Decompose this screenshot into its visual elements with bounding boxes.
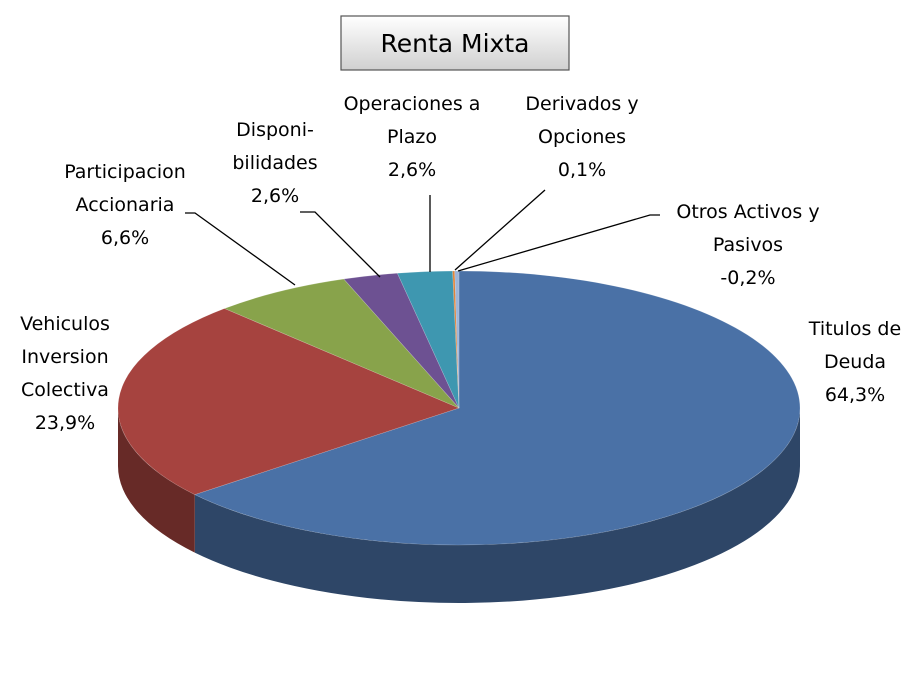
slice-label: Vehiculos Inversion Colectiva: [20, 313, 110, 401]
leader-line: [300, 211, 381, 278]
slice-label: Operaciones a Plazo: [344, 93, 481, 148]
value-label: 64,3%: [825, 384, 885, 406]
leader-line: [454, 189, 546, 271]
value-label: 2,6%: [388, 159, 436, 181]
slice-label: Disponi-bilidades: [232, 119, 317, 174]
slice-label: Otros Activos y Pasivos: [676, 201, 819, 256]
pie-slice: [452, 270, 460, 409]
pie-slice: [223, 278, 460, 409]
leader-line: [185, 212, 296, 286]
value-label: 6,6%: [101, 227, 149, 249]
slice-label: Derivados y Opciones: [525, 93, 638, 148]
value-label: 0,1%: [558, 159, 606, 181]
pie-side: [118, 408, 195, 553]
slice-label: Titulos de Deuda: [808, 318, 901, 373]
pie-slice: [343, 272, 460, 409]
chart-title: Renta Mixta: [381, 29, 530, 58]
pie: [117, 270, 801, 603]
value-label: 2,6%: [251, 185, 299, 207]
title-box: [340, 15, 570, 71]
pie-side: [194, 408, 801, 603]
leader-line: [457, 214, 660, 272]
slice-label: Participacion Accionaria: [64, 161, 186, 216]
pie-slice: [117, 308, 460, 495]
value-label: -0,2%: [720, 267, 775, 289]
value-label: 23,9%: [35, 412, 95, 434]
pie-slice: [396, 270, 460, 409]
pie-slice: [193, 270, 801, 546]
